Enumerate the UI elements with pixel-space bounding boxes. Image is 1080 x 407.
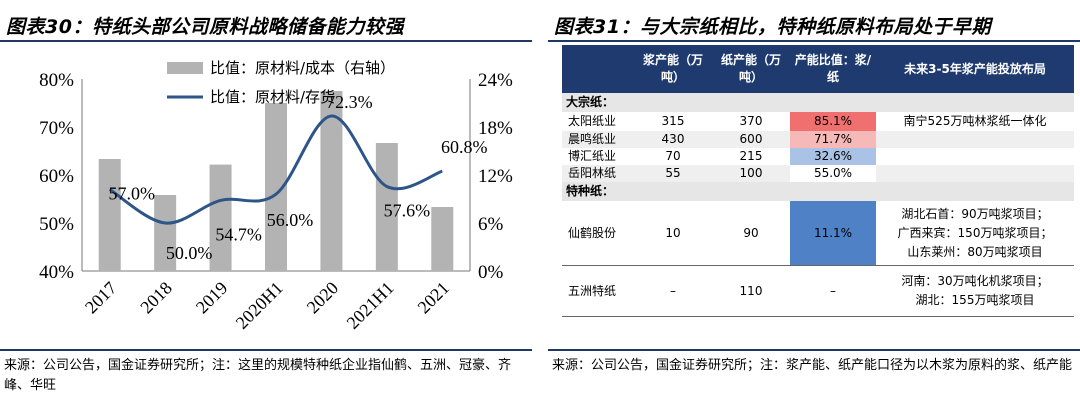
paper-capacity: 90 (712, 201, 790, 266)
right-source-rule (548, 349, 1080, 351)
left-axis-tick-label: 60% (39, 166, 74, 187)
left-axis-tick-label: 50% (39, 214, 74, 235)
right-title: 图表31：与大宗纸相比，特种纸原料布局处于早期 (554, 16, 991, 38)
right-axis-tick-label: 0% (478, 262, 504, 283)
x-axis-tick-label: 2019 (192, 278, 232, 318)
left-axis-tick-label: 70% (39, 118, 74, 139)
data-label: 72.3% (326, 92, 373, 112)
table-section-row: 大宗纸： (562, 93, 1074, 112)
table-row: 太阳纸业 315 370 85.1% 南宁525万吨林浆纸一体化 (562, 112, 1074, 131)
header-paper-capacity: 纸产能（万吨） (712, 45, 790, 93)
paper-capacity: 110 (712, 265, 790, 317)
pulp-capacity: 315 (661, 114, 685, 128)
left-axis-tick-label: 80% (39, 70, 74, 91)
right-axis-tick-label: 18% (478, 118, 513, 139)
left-axis-tick-label: 40% (39, 262, 74, 283)
pulp-capacity: – (634, 265, 712, 317)
left-panel: 图表30：特纸头部公司原料战略储备能力较强 40% 50% 60% 70% 80% 0% 6… (0, 0, 532, 407)
data-label: 54.7% (215, 224, 262, 244)
future-layout: 南宁525万吨林浆纸一体化 (903, 114, 1047, 128)
capacity-ratio: 32.6% (790, 148, 876, 165)
future-layout-line: 河南：30万吨化机浆项目； (901, 274, 1049, 288)
company-name: 晨鸣纸业 (562, 131, 634, 148)
capacity-ratio: 85.1% (790, 112, 876, 131)
x-axis-tick-label: 2018 (136, 278, 176, 318)
bar (375, 143, 398, 271)
company-name: 博汇纸业 (568, 149, 617, 163)
capacity-ratio: – (790, 265, 876, 317)
left-source: 来源：公司公告，国金证券研究所；注：这里的规模特种纸企业指仙鹤、五洲、冠豪、齐峰… (4, 358, 512, 393)
table-row: 晨鸣纸业 430 600 71.7% (562, 131, 1074, 148)
right-axis-tick-label: 24% (478, 70, 513, 91)
bar (209, 164, 232, 271)
data-label: 57.6% (384, 201, 431, 221)
bar (320, 91, 343, 271)
right-axis-tick-label: 6% (478, 214, 504, 235)
section-label: 特种纸： (562, 182, 1074, 201)
data-label: 56.0% (267, 210, 314, 230)
capacity-table: 浆产能（万吨） 纸产能（万吨） 产能比值：浆/纸 未来3-5年浆产能投放布局 大… (562, 45, 1074, 317)
x-axis-tick-label: 2017 (81, 278, 121, 318)
table-row: 岳阳林纸 55 100 55.0% (562, 165, 1074, 182)
company-name: 五洲特纸 (562, 265, 634, 317)
future-layout: 河南：30万吨化机浆项目； 湖北：155万吨浆项目 (876, 265, 1074, 317)
x-axis-tick-label: 2020 (303, 278, 343, 318)
company-name: 仙鹤股份 (562, 201, 634, 266)
data-label: 50.0% (166, 243, 213, 263)
future-layout-line: 湖北石首：90万吨浆项目； (901, 206, 1049, 221)
right-panel: 图表31：与大宗纸相比，特种纸原料布局处于早期 浆产能（万吨） 纸产能（万吨） … (548, 0, 1080, 407)
bar (98, 159, 121, 271)
future-layout-line: 广西来宾：150万吨浆项目； (897, 225, 1053, 240)
paper-capacity: 600 (712, 131, 790, 148)
legend-swatch-bar (167, 62, 203, 74)
future-layout (876, 131, 1074, 148)
x-axis-tick-label: 2021 (414, 278, 454, 318)
section-label: 大宗纸： (562, 93, 1074, 112)
legend-label-bar: 比值：原材料/成本（右轴） (210, 59, 395, 77)
left-title-rule (0, 40, 532, 42)
bar (431, 207, 454, 271)
x-axis-tick-label: 2020H1 (232, 278, 287, 333)
header-company (562, 45, 634, 93)
paper-capacity: 215 (739, 149, 763, 163)
header-ratio: 产能比值：浆/纸 (790, 45, 876, 93)
header-future-layout: 未来3-5年浆产能投放布局 (876, 45, 1074, 93)
pulp-capacity: 55 (634, 165, 712, 182)
legend-label-line: 比值：原材料/存货 (210, 88, 335, 106)
future-layout (876, 148, 1074, 165)
bar (154, 195, 177, 271)
data-label: 57.0% (108, 183, 155, 203)
left-source-rule (0, 349, 532, 351)
series-line-raw-inventory (108, 114, 443, 225)
paper-capacity: 100 (712, 165, 790, 182)
capacity-ratio: 55.0% (790, 165, 876, 182)
future-layout-line: 山东莱州：80万吨浆项目 (907, 244, 1043, 259)
pulp-capacity: 10 (634, 201, 712, 266)
pulp-capacity: 430 (634, 131, 712, 148)
data-label: 60.8% (441, 137, 488, 157)
capacity-ratio: 11.1% (790, 201, 876, 266)
left-title: 图表30：特纸头部公司原料战略储备能力较强 (6, 16, 404, 38)
table-row: 博汇纸业 70 215 32.6% (562, 148, 1074, 165)
bar (265, 103, 287, 271)
capacity-ratio: 71.7% (790, 131, 876, 148)
right-axis-tick-label: 12% (478, 166, 513, 187)
table-header-row: 浆产能（万吨） 纸产能（万吨） 产能比值：浆/纸 未来3-5年浆产能投放布局 (562, 45, 1074, 93)
paper-capacity: 370 (739, 114, 763, 128)
future-layout: 湖北石首：90万吨浆项目； 广西来宾：150万吨浆项目； 山东莱州：80万吨浆项目 (876, 201, 1074, 266)
right-title-rule (548, 40, 1080, 42)
x-axis-tick-label: 2021H1 (343, 278, 398, 333)
chart-raw-material-ratio: 40% 50% 60% 70% 80% 0% 6% 12% 18% 24% 57.0% 50.0%54… (39, 59, 513, 333)
table-row: 仙鹤股份 10 90 11.1% 湖北石首：90万吨浆项目； 广西来宾：150万吨浆项目；… (562, 201, 1074, 266)
pulp-capacity: 70 (665, 149, 681, 163)
future-layout-line: 湖北：155万吨浆项目 (915, 293, 1035, 307)
future-layout (876, 165, 1074, 182)
table-section-row: 特种纸： (562, 182, 1074, 201)
company-name: 岳阳林纸 (562, 165, 634, 182)
table-row: 五洲特纸 –110– 河南：30万吨化机浆项目； 湖北：155万吨浆项目 (562, 265, 1074, 317)
company-name: 太阳纸业 (568, 114, 617, 128)
header-pulp-capacity: 浆产能（万吨） (634, 45, 712, 93)
right-source: 来源：公司公告，国金证券研究所；注：浆产能、纸产能口径为以木浆为原料的浆、纸产能 (552, 358, 1073, 373)
